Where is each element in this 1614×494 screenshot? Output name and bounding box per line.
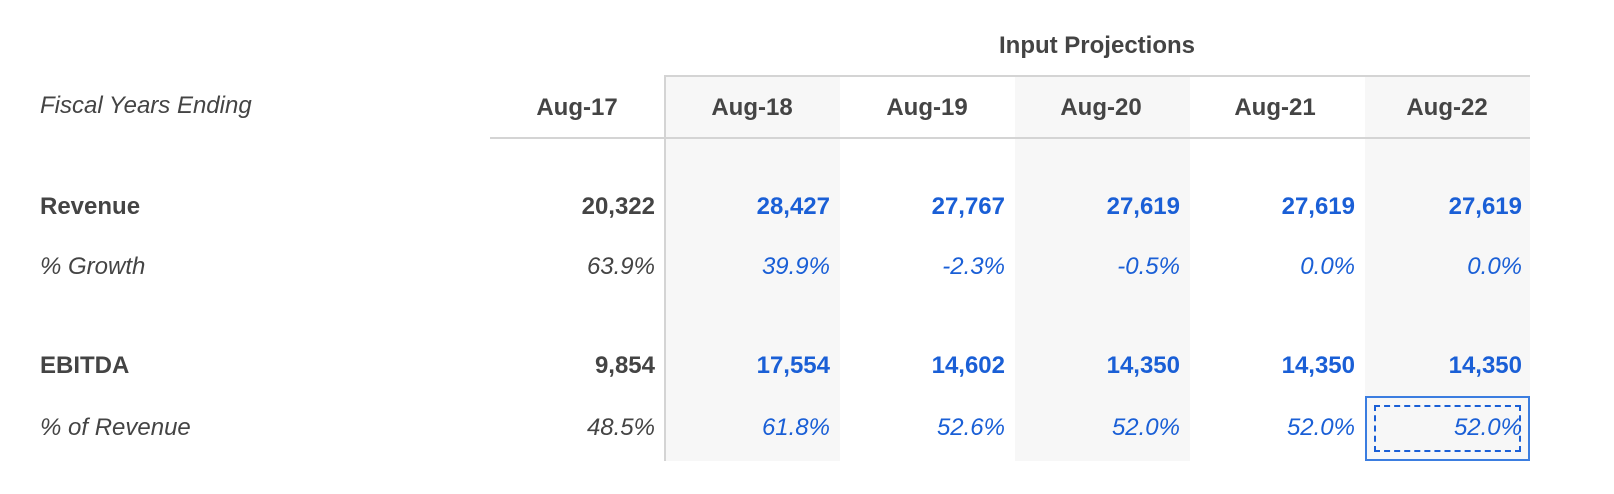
column-shade xyxy=(1015,77,1190,461)
period-header: Aug-19 xyxy=(886,94,968,121)
period-header: Aug-22 xyxy=(1406,94,1488,121)
period-header: Aug-18 xyxy=(711,94,793,121)
cell-value[interactable]: 14,350 xyxy=(1281,352,1355,379)
cell-value[interactable]: 28,427 xyxy=(756,193,830,220)
cell-value[interactable]: 14,602 xyxy=(931,352,1005,379)
cell-value[interactable]: 20,322 xyxy=(581,193,655,220)
cell-value[interactable]: 27,619 xyxy=(1281,193,1355,220)
row-label: Revenue xyxy=(40,193,141,220)
cell-value[interactable]: 63.9% xyxy=(586,253,655,280)
row-header-label: Fiscal Years Ending xyxy=(40,92,252,119)
cell-value[interactable]: -0.5% xyxy=(1117,253,1180,280)
row-label: % Growth xyxy=(40,253,146,280)
period-header: Aug-17 xyxy=(536,94,618,121)
cell-value[interactable]: 9,854 xyxy=(594,352,655,379)
group-title: Input Projections xyxy=(998,32,1196,59)
cell-value[interactable]: 0.0% xyxy=(1467,253,1522,280)
cell-value[interactable]: 39.9% xyxy=(761,253,830,280)
header-top-border xyxy=(665,75,1530,77)
period-header: Aug-21 xyxy=(1234,94,1316,121)
cell-value[interactable]: 14,350 xyxy=(1106,352,1180,379)
copy-marquee xyxy=(1374,405,1521,452)
cell-value[interactable]: 52.0% xyxy=(1286,414,1355,441)
cell-value[interactable]: 0.0% xyxy=(1300,253,1355,280)
cell-value[interactable]: 17,554 xyxy=(756,352,830,379)
cell-value[interactable]: 52.6% xyxy=(936,414,1005,441)
projection-divider xyxy=(664,75,666,461)
cell-value[interactable]: 27,619 xyxy=(1106,193,1180,220)
cell-value[interactable]: 48.5% xyxy=(586,414,655,441)
cell-value[interactable]: 52.0% xyxy=(1111,414,1180,441)
period-header: Aug-20 xyxy=(1060,94,1142,121)
selected-cell[interactable] xyxy=(1365,396,1530,461)
cell-value[interactable]: 61.8% xyxy=(761,414,830,441)
cell-value[interactable]: -2.3% xyxy=(942,253,1005,280)
row-label: EBITDA xyxy=(40,352,130,379)
column-shade xyxy=(666,77,840,461)
header-bottom-border xyxy=(490,137,1530,139)
cell-value[interactable]: 14,350 xyxy=(1448,352,1522,379)
cell-value[interactable]: 52.0% xyxy=(1453,414,1522,441)
cell-value[interactable]: 27,619 xyxy=(1448,193,1522,220)
cell-value[interactable]: 27,767 xyxy=(931,193,1005,220)
row-label: % of Revenue xyxy=(40,414,191,441)
